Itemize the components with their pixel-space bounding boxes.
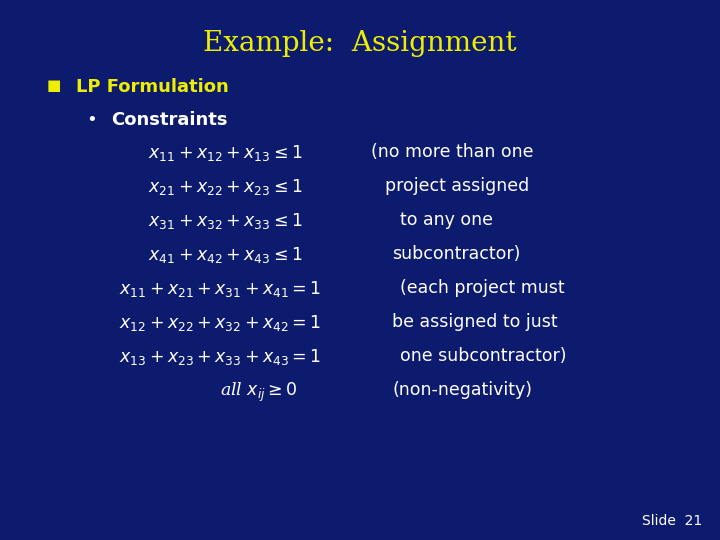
Text: $x_{41}+x_{42}+x_{43} \leq 1$: $x_{41}+x_{42}+x_{43} \leq 1$ <box>148 245 302 265</box>
Text: Slide  21: Slide 21 <box>642 514 702 528</box>
Text: Example:  Assignment: Example: Assignment <box>203 30 517 57</box>
Text: (no more than one: (no more than one <box>371 143 534 161</box>
Text: (each project must: (each project must <box>400 279 564 297</box>
Text: Constraints: Constraints <box>112 111 228 129</box>
Text: ■: ■ <box>47 78 61 93</box>
Text: $x_{11}+x_{12}+x_{13} \leq 1$: $x_{11}+x_{12}+x_{13} \leq 1$ <box>148 143 302 163</box>
Text: $x_{12}+x_{22}+x_{32}+x_{42} = 1$: $x_{12}+x_{22}+x_{32}+x_{42} = 1$ <box>119 313 321 333</box>
Text: $x_{31}+x_{32}+x_{33} \leq 1$: $x_{31}+x_{32}+x_{33} \leq 1$ <box>148 211 302 231</box>
Text: one subcontractor): one subcontractor) <box>400 347 566 365</box>
Text: be assigned to just: be assigned to just <box>392 313 558 331</box>
Text: $x_{13}+x_{23}+x_{33}+x_{43} = 1$: $x_{13}+x_{23}+x_{33}+x_{43} = 1$ <box>119 347 321 367</box>
Text: to any one: to any one <box>400 211 492 229</box>
Text: project assigned: project assigned <box>385 177 529 195</box>
Text: $x_{11}+x_{21}+x_{31}+x_{41} = 1$: $x_{11}+x_{21}+x_{31}+x_{41} = 1$ <box>119 279 321 299</box>
Text: $x_{21}+x_{22}+x_{23} \leq 1$: $x_{21}+x_{22}+x_{23} \leq 1$ <box>148 177 302 197</box>
Text: all $x_{ij} \geq 0$: all $x_{ij} \geq 0$ <box>220 381 297 404</box>
Text: •: • <box>86 111 97 129</box>
Text: LP Formulation: LP Formulation <box>76 78 228 96</box>
Text: subcontractor): subcontractor) <box>392 245 521 263</box>
Text: (non-negativity): (non-negativity) <box>392 381 532 399</box>
